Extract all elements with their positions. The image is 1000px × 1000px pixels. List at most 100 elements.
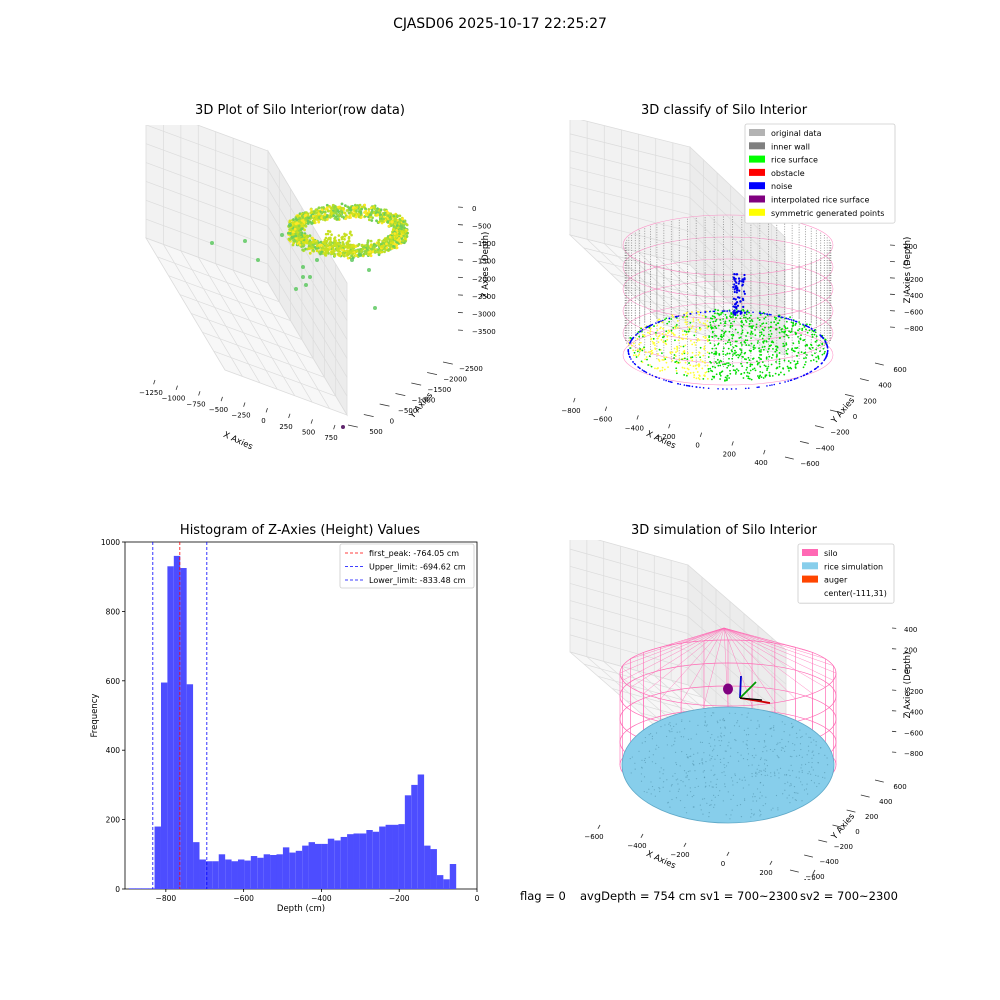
rice-point — [712, 750, 714, 752]
noise-point — [826, 346, 829, 349]
point — [745, 335, 747, 337]
point — [790, 321, 793, 324]
rice-point — [815, 741, 817, 743]
rice-point — [747, 753, 750, 755]
point — [308, 234, 312, 238]
rice-point — [789, 734, 791, 736]
point — [314, 208, 318, 212]
point — [789, 316, 791, 319]
histogram-bar — [225, 859, 232, 889]
point — [721, 329, 723, 332]
rice-point — [727, 762, 729, 764]
point — [656, 324, 659, 327]
silo-roof-line — [723, 627, 813, 653]
point — [704, 323, 707, 325]
point — [760, 358, 763, 361]
point — [322, 216, 326, 220]
rice-point — [666, 744, 668, 746]
point — [301, 248, 305, 252]
point — [750, 318, 753, 321]
rice-point — [732, 784, 734, 786]
tick-label: −600 — [593, 416, 612, 424]
tick-mark — [573, 397, 576, 403]
tick-label: −200 — [830, 429, 849, 437]
noise-point — [790, 379, 793, 381]
point — [796, 360, 799, 363]
point — [298, 216, 302, 220]
point — [326, 209, 330, 213]
rice-point — [713, 774, 715, 776]
point — [707, 370, 710, 373]
rice-point — [686, 774, 688, 777]
point — [806, 331, 809, 334]
point — [735, 345, 738, 348]
tick-mark — [379, 403, 390, 407]
histogram-bar — [193, 842, 200, 889]
rice-point — [677, 790, 680, 792]
point — [638, 343, 641, 346]
rice-point — [801, 735, 803, 738]
point — [720, 312, 723, 314]
rice-point — [708, 816, 710, 818]
tick-label: −600 — [805, 873, 824, 880]
tick-mark — [153, 379, 156, 385]
point — [738, 354, 741, 357]
point — [367, 218, 371, 222]
point — [726, 366, 729, 369]
point — [778, 362, 781, 365]
point — [817, 356, 820, 359]
point — [661, 369, 664, 372]
rice-point — [651, 735, 654, 737]
rice-point — [722, 800, 724, 802]
rice-point — [716, 720, 718, 722]
point — [706, 320, 709, 322]
point — [786, 327, 789, 330]
rice-point — [724, 766, 726, 769]
rice-point — [752, 800, 754, 802]
point — [683, 349, 686, 352]
point — [385, 246, 389, 250]
noise-point — [643, 370, 646, 372]
point — [655, 331, 657, 334]
auger-axis-y — [739, 681, 757, 699]
point — [799, 337, 802, 340]
point — [739, 348, 742, 350]
point — [729, 324, 732, 327]
point — [729, 363, 732, 366]
point — [678, 336, 680, 338]
rice-point — [756, 768, 758, 770]
noise-point — [691, 385, 694, 388]
rice-point — [798, 777, 800, 779]
rice-point — [700, 809, 702, 811]
tick-mark — [812, 869, 816, 875]
rice-point — [689, 720, 691, 722]
noise-point — [630, 339, 633, 342]
point — [699, 356, 702, 359]
noise-point — [824, 357, 827, 360]
rice-point — [664, 724, 666, 726]
legend-swatch — [749, 195, 765, 203]
point — [728, 352, 731, 355]
noise-point — [635, 334, 637, 336]
noise-point — [639, 330, 642, 333]
silo-roof-line — [660, 627, 725, 699]
point — [639, 348, 642, 350]
point — [744, 319, 747, 322]
tick-label: −200 — [834, 843, 853, 851]
figure-title: CJASD06 2025-10-17 22:25:27 — [393, 16, 607, 32]
point — [754, 328, 756, 331]
point — [303, 234, 306, 237]
point — [350, 233, 353, 237]
histogram-bar — [417, 774, 425, 889]
rice-point — [759, 810, 762, 812]
legend — [744, 123, 896, 224]
point — [656, 337, 659, 340]
point — [340, 237, 344, 241]
point — [327, 248, 330, 251]
noise-point — [810, 370, 813, 373]
point — [328, 216, 332, 219]
rice-point — [789, 755, 792, 757]
rice-point — [685, 753, 688, 756]
point — [752, 325, 754, 327]
point — [699, 346, 702, 349]
